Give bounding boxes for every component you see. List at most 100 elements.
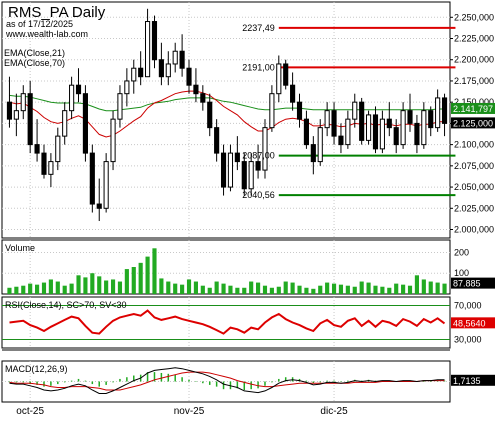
macd-hist-bar bbox=[153, 372, 156, 382]
macd-line bbox=[9, 367, 445, 394]
macd-hist-bar bbox=[119, 378, 121, 382]
macd-hist-bar bbox=[284, 377, 287, 382]
rsi-title: RSI(Close,14), SC>70, SV<30 bbox=[5, 300, 127, 310]
candle bbox=[62, 102, 68, 145]
macd-hist-bar bbox=[84, 380, 87, 382]
candle-body-down bbox=[179, 50, 185, 69]
volume-panel-frame bbox=[1, 239, 451, 295]
candle-body-down bbox=[359, 101, 365, 141]
volume-bar bbox=[380, 286, 385, 294]
candle bbox=[372, 106, 379, 154]
volume-bar bbox=[401, 284, 406, 294]
macd-hist-bar bbox=[319, 381, 321, 383]
volume-bar bbox=[442, 283, 447, 294]
candle bbox=[20, 85, 26, 120]
volume-bar bbox=[235, 287, 240, 294]
volume-bar bbox=[41, 282, 47, 294]
candle bbox=[200, 85, 206, 111]
macd-hist-bar bbox=[250, 381, 252, 390]
macd-hist-bar bbox=[312, 381, 315, 384]
candle bbox=[303, 110, 309, 149]
candle-body-down bbox=[151, 21, 158, 61]
volume-bar bbox=[283, 281, 288, 294]
candle-body-down bbox=[331, 110, 337, 137]
candle bbox=[331, 102, 337, 145]
volume-bar bbox=[55, 281, 60, 294]
macd-hist-bar bbox=[43, 381, 45, 387]
macd-hist-bar bbox=[423, 381, 425, 382]
candle-body-down bbox=[34, 144, 40, 154]
candle bbox=[234, 136, 240, 171]
candle bbox=[352, 93, 358, 128]
candle bbox=[220, 144, 227, 196]
candle-body-down bbox=[6, 101, 13, 120]
candle-body-down bbox=[407, 110, 413, 124]
candle-body-up bbox=[435, 97, 441, 129]
price-panel-frame bbox=[1, 1, 451, 239]
volume-bar bbox=[62, 285, 67, 294]
candle bbox=[241, 153, 247, 196]
last-close-tag-text: 2.125,000 bbox=[453, 118, 493, 128]
candle bbox=[441, 93, 448, 137]
candle bbox=[414, 114, 420, 154]
candle bbox=[13, 93, 19, 137]
candle bbox=[48, 153, 54, 188]
candle-body-up bbox=[345, 118, 351, 146]
candle-body-down bbox=[428, 110, 434, 129]
candle bbox=[6, 76, 13, 128]
volume-bar bbox=[290, 282, 295, 294]
volume-bar bbox=[345, 285, 350, 294]
candle-body-down bbox=[255, 161, 261, 171]
volume-bar bbox=[110, 279, 116, 294]
candle-body-up bbox=[324, 110, 330, 129]
candle-body-down bbox=[414, 122, 420, 146]
candle bbox=[138, 51, 144, 86]
candle-body-down bbox=[310, 144, 316, 163]
macd-hist-bar bbox=[15, 381, 18, 383]
ema70-last-tag-text: 2.141,797 bbox=[453, 104, 493, 114]
candle-body-down bbox=[214, 127, 220, 154]
price-tick-label: 2.100,000 bbox=[454, 140, 494, 150]
macd-hist-bar bbox=[50, 381, 52, 386]
macd-hist-bar bbox=[236, 381, 239, 389]
price-tick-label: 2.250,000 bbox=[454, 12, 494, 22]
macd-hist-bar bbox=[36, 381, 38, 385]
level-label: 2087,00 bbox=[242, 151, 275, 161]
macd-hist-bar bbox=[195, 381, 197, 382]
candle bbox=[179, 34, 185, 77]
candle-body-up bbox=[145, 21, 151, 78]
volume-bar bbox=[214, 281, 219, 294]
volume-last-tag: 87.885 bbox=[451, 277, 495, 289]
candle bbox=[131, 59, 137, 94]
macd-hist-bar bbox=[57, 381, 59, 385]
candle-body-up bbox=[248, 161, 254, 190]
macd-hist-bar bbox=[146, 372, 149, 382]
volume-bar bbox=[435, 282, 440, 294]
volume-bar bbox=[69, 283, 74, 294]
candle-body-down bbox=[41, 152, 47, 175]
volume-bar bbox=[407, 285, 413, 294]
volume-bar bbox=[318, 285, 323, 294]
volume-bar bbox=[373, 285, 378, 294]
website-label: www.wealth-lab.com bbox=[5, 29, 88, 39]
volume-bar bbox=[338, 284, 344, 294]
price-tick-label: 2.025,000 bbox=[454, 203, 494, 213]
candle bbox=[379, 110, 385, 154]
volume-bar bbox=[186, 279, 192, 294]
candle bbox=[207, 93, 213, 137]
volume-bar bbox=[366, 282, 371, 294]
candle bbox=[193, 68, 199, 103]
price-tick-label: 2.225,000 bbox=[454, 34, 494, 44]
price-tick-label: 2.050,000 bbox=[454, 182, 494, 192]
macd-hist-bar bbox=[8, 381, 11, 383]
volume-bar bbox=[97, 276, 102, 294]
macd-last-tag-text: 1,7135 bbox=[453, 376, 481, 386]
volume-bar bbox=[193, 281, 198, 294]
candle-body-up bbox=[352, 101, 358, 120]
macd-hist-bar bbox=[257, 381, 259, 389]
volume-tick-label: 200 bbox=[454, 247, 469, 257]
candle-body-up bbox=[48, 161, 54, 175]
candle bbox=[393, 119, 399, 154]
candle bbox=[75, 68, 82, 103]
